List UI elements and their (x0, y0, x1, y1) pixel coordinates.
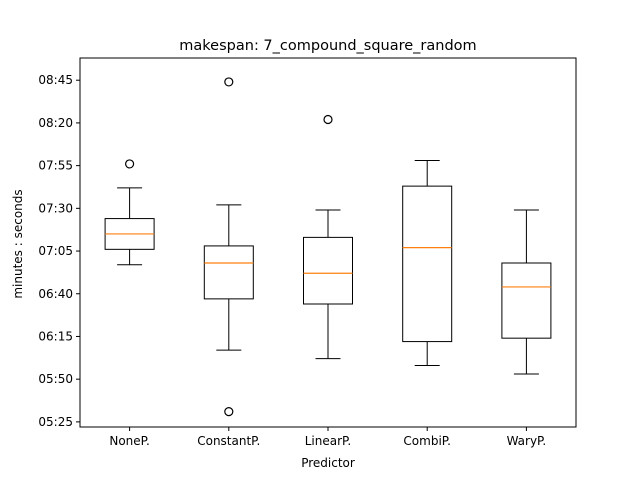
box-linearp (303, 114, 353, 360)
outlier-point (323, 114, 333, 125)
y-tick-label: 06:40 (38, 287, 73, 301)
x-tick-label: ConstantP. (197, 434, 260, 448)
box-iqr (303, 236, 353, 305)
box-iqr (402, 185, 453, 343)
y-tick-label: 05:25 (38, 415, 73, 429)
y-tick-label: 07:55 (38, 159, 73, 173)
box-nonep (104, 159, 155, 266)
outlier-point (125, 159, 135, 169)
y-tick-label: 07:30 (38, 201, 73, 215)
y-tick-label: 06:15 (38, 329, 73, 343)
y-axis-label: minutes : seconds (11, 189, 25, 298)
box-waryp (501, 209, 552, 375)
outlier-point (224, 77, 234, 87)
x-tick-label: NoneP. (109, 434, 150, 448)
y-axis: 05:25 05:50 06:15 06:40 07:05 07:30 07:55 08:20… (38, 73, 80, 429)
y-tick-label: 08:20 (38, 116, 73, 130)
box-iqr (501, 262, 552, 339)
box-iqr (203, 245, 254, 300)
y-tick-label: 07:05 (38, 244, 73, 258)
box-constantp (203, 77, 254, 417)
y-tick-label: 08:45 (38, 73, 73, 87)
x-axis-label: Predictor (301, 456, 355, 470)
y-tick-label: 05:50 (38, 372, 73, 386)
x-axis: NoneP. ConstantP. LinearP. CombiP. WaryP. (109, 427, 546, 448)
box-combip (402, 160, 453, 366)
outlier-point (224, 407, 234, 417)
plot-area (79, 57, 577, 428)
x-tick-label: LinearP. (305, 434, 351, 448)
x-tick-label: CombiP. (403, 434, 451, 448)
chart-title: makespan: 7_compound_square_random (179, 38, 476, 54)
x-tick-label: WaryP. (507, 434, 547, 448)
